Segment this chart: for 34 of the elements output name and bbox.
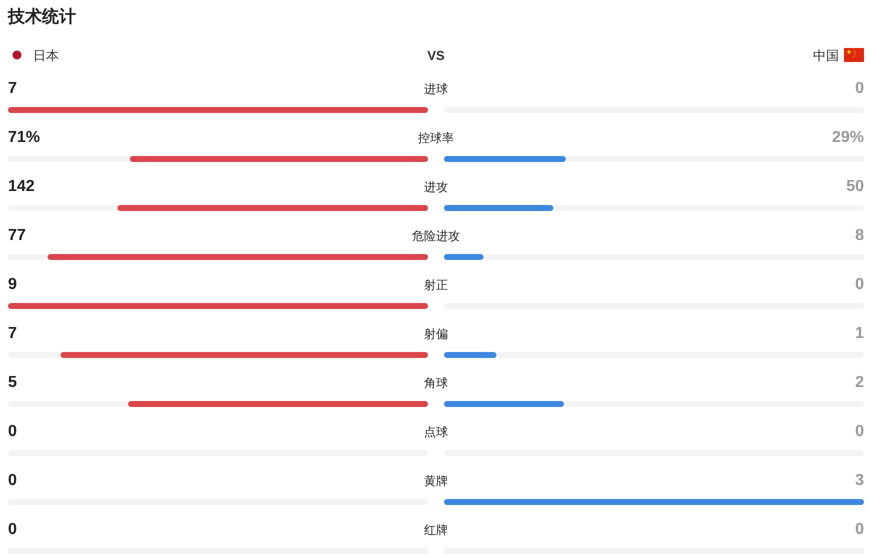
- data-label: 0: [8, 423, 17, 440]
- data-label: 71%: [8, 129, 40, 146]
- data-label: 1: [855, 325, 864, 342]
- data-label: 142: [8, 178, 35, 195]
- text: 中国: [813, 48, 839, 63]
- category-label: 进球: [424, 82, 448, 96]
- category-label: 危险进攻: [412, 229, 460, 243]
- data-label: 7: [8, 80, 17, 97]
- data-label: 50: [846, 178, 864, 195]
- data-label: 0: [8, 472, 17, 489]
- category-label: 射正: [424, 278, 448, 292]
- data-label: 8: [855, 227, 864, 244]
- data-label: 0: [8, 521, 17, 538]
- category-label: 点球: [424, 425, 448, 439]
- text: 技术统计: [7, 7, 76, 26]
- text: VS: [427, 48, 445, 63]
- data-label: 0: [855, 80, 864, 97]
- category-label: 进攻: [424, 180, 448, 194]
- data-label: 5: [8, 374, 17, 391]
- data-label: 0: [855, 423, 864, 440]
- category-label: 红牌: [424, 523, 448, 537]
- category-label: 黄牌: [424, 474, 448, 488]
- data-label: 2: [855, 374, 864, 391]
- data-label: 7: [8, 325, 17, 342]
- data-label: 9: [8, 276, 17, 293]
- data-label: 3: [855, 472, 864, 489]
- text: 日本: [33, 48, 59, 63]
- category-label: 射偏: [424, 327, 448, 341]
- data-label: 29%: [832, 129, 864, 146]
- data-label: 77: [8, 227, 26, 244]
- category-label: 控球率: [418, 131, 454, 145]
- category-label: 角球: [424, 376, 448, 390]
- data-label: 0: [855, 276, 864, 293]
- data-label: 0: [855, 521, 864, 538]
